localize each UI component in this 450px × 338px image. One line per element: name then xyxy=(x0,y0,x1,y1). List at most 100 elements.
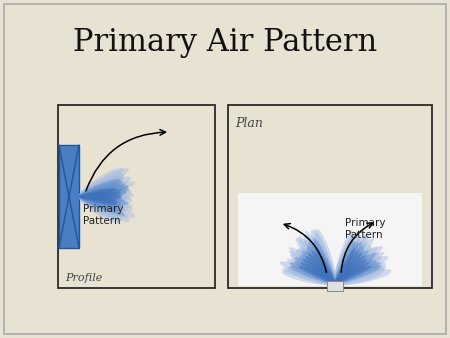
Ellipse shape xyxy=(79,182,135,198)
Ellipse shape xyxy=(314,238,335,283)
Ellipse shape xyxy=(334,231,359,283)
Ellipse shape xyxy=(308,242,335,283)
Ellipse shape xyxy=(298,248,335,283)
Text: Profile: Profile xyxy=(65,273,103,283)
Ellipse shape xyxy=(335,253,362,283)
Polygon shape xyxy=(327,281,343,291)
Ellipse shape xyxy=(335,266,386,284)
Ellipse shape xyxy=(79,195,133,208)
Ellipse shape xyxy=(334,239,360,283)
Ellipse shape xyxy=(288,262,335,284)
Ellipse shape xyxy=(79,176,131,198)
Ellipse shape xyxy=(335,250,368,283)
Ellipse shape xyxy=(335,246,382,284)
Ellipse shape xyxy=(335,262,382,284)
Ellipse shape xyxy=(79,181,122,197)
Ellipse shape xyxy=(79,168,129,197)
Ellipse shape xyxy=(335,256,382,284)
Ellipse shape xyxy=(79,196,120,223)
Ellipse shape xyxy=(79,196,130,222)
Ellipse shape xyxy=(311,237,336,283)
Ellipse shape xyxy=(290,255,335,284)
Ellipse shape xyxy=(79,195,125,202)
Ellipse shape xyxy=(79,196,126,217)
Ellipse shape xyxy=(79,183,125,197)
Ellipse shape xyxy=(289,251,335,283)
Ellipse shape xyxy=(335,266,371,283)
Ellipse shape xyxy=(335,254,369,283)
Ellipse shape xyxy=(79,195,117,201)
Ellipse shape xyxy=(335,269,392,285)
Ellipse shape xyxy=(312,242,335,283)
Ellipse shape xyxy=(335,259,373,283)
Ellipse shape xyxy=(304,235,336,283)
Ellipse shape xyxy=(295,261,335,284)
Ellipse shape xyxy=(315,248,335,283)
Ellipse shape xyxy=(304,240,336,283)
Text: Primary
Pattern: Primary Pattern xyxy=(345,218,386,240)
Ellipse shape xyxy=(335,262,369,283)
Ellipse shape xyxy=(301,262,335,283)
Ellipse shape xyxy=(79,193,122,198)
Ellipse shape xyxy=(79,190,126,199)
Ellipse shape xyxy=(334,230,353,283)
Ellipse shape xyxy=(335,268,384,285)
Ellipse shape xyxy=(335,248,355,283)
Ellipse shape xyxy=(334,234,360,283)
Ellipse shape xyxy=(79,174,124,197)
Text: Primary Air Pattern: Primary Air Pattern xyxy=(73,26,377,57)
Ellipse shape xyxy=(79,191,134,200)
Ellipse shape xyxy=(79,196,117,205)
Ellipse shape xyxy=(79,186,128,198)
Ellipse shape xyxy=(335,247,373,283)
Ellipse shape xyxy=(79,195,122,209)
Ellipse shape xyxy=(282,268,335,284)
Ellipse shape xyxy=(334,235,369,283)
Ellipse shape xyxy=(79,195,122,200)
Ellipse shape xyxy=(335,252,376,283)
Ellipse shape xyxy=(79,194,122,201)
Ellipse shape xyxy=(301,247,336,284)
Ellipse shape xyxy=(335,238,374,283)
Ellipse shape xyxy=(299,266,335,283)
Ellipse shape xyxy=(302,251,335,283)
Ellipse shape xyxy=(299,256,335,283)
Ellipse shape xyxy=(79,194,129,206)
Ellipse shape xyxy=(335,252,384,283)
Ellipse shape xyxy=(335,242,362,283)
Ellipse shape xyxy=(290,266,335,284)
Ellipse shape xyxy=(79,196,122,221)
Ellipse shape xyxy=(79,196,119,203)
Ellipse shape xyxy=(307,246,335,283)
Ellipse shape xyxy=(298,236,335,283)
Ellipse shape xyxy=(79,168,124,197)
Ellipse shape xyxy=(79,195,135,218)
Ellipse shape xyxy=(334,241,355,283)
Ellipse shape xyxy=(296,238,335,283)
Ellipse shape xyxy=(79,185,129,198)
Ellipse shape xyxy=(79,196,125,215)
Ellipse shape xyxy=(335,256,365,283)
Ellipse shape xyxy=(295,257,335,283)
Ellipse shape xyxy=(303,259,335,283)
Ellipse shape xyxy=(79,193,123,199)
Polygon shape xyxy=(58,105,215,288)
Ellipse shape xyxy=(296,249,335,284)
Ellipse shape xyxy=(335,260,377,284)
Ellipse shape xyxy=(79,195,128,205)
Ellipse shape xyxy=(334,236,354,283)
Ellipse shape xyxy=(79,195,123,207)
Ellipse shape xyxy=(79,193,132,204)
Ellipse shape xyxy=(335,245,364,283)
Ellipse shape xyxy=(79,194,126,213)
Ellipse shape xyxy=(79,192,130,202)
Ellipse shape xyxy=(335,262,380,284)
Ellipse shape xyxy=(316,230,336,283)
Ellipse shape xyxy=(292,258,335,284)
Ellipse shape xyxy=(335,250,365,283)
Ellipse shape xyxy=(335,252,378,284)
Ellipse shape xyxy=(335,256,388,284)
Ellipse shape xyxy=(287,259,335,284)
Ellipse shape xyxy=(335,259,367,283)
Ellipse shape xyxy=(79,189,122,197)
